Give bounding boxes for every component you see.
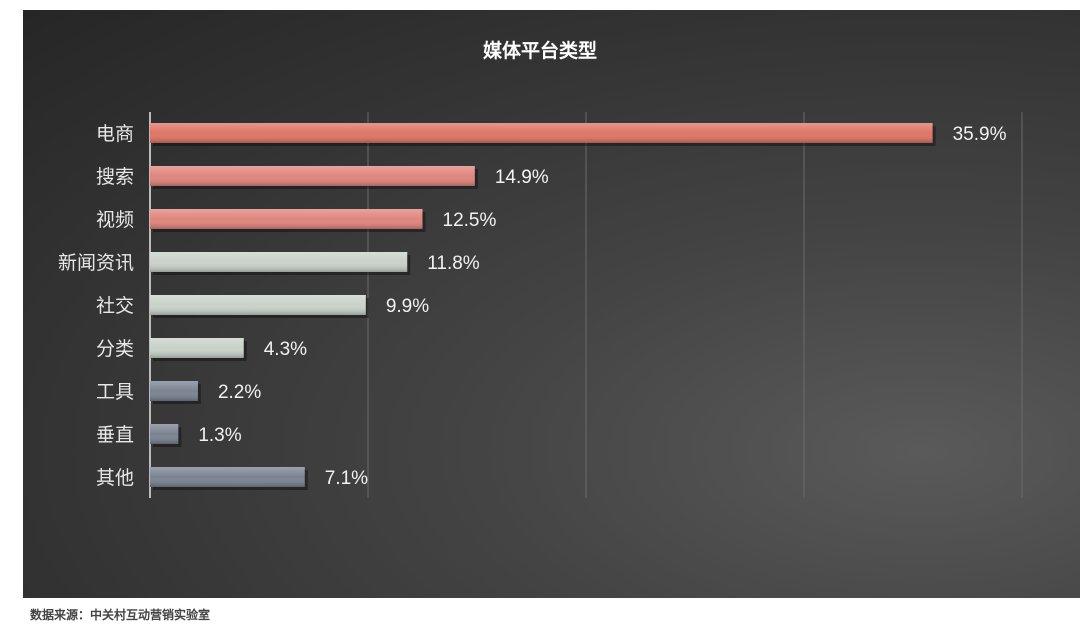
category-label: 垂直 bbox=[96, 424, 134, 446]
category-label: 搜索 bbox=[96, 166, 134, 188]
category-label: 其他 bbox=[96, 467, 134, 489]
category-label: 电商 bbox=[96, 123, 134, 145]
data-label: 9.9% bbox=[386, 296, 429, 317]
chart-title: 媒体平台类型 bbox=[482, 40, 597, 62]
data-label: 12.5% bbox=[443, 210, 497, 231]
data-label: 1.3% bbox=[198, 425, 241, 446]
data-label: 7.1% bbox=[325, 468, 368, 489]
bar-highlight bbox=[150, 295, 366, 315]
bar-highlight bbox=[150, 338, 244, 358]
data-label: 11.8% bbox=[427, 253, 480, 274]
bar-highlight bbox=[150, 424, 179, 444]
category-label: 工具 bbox=[96, 381, 134, 403]
bar-highlight bbox=[150, 209, 423, 229]
category-label: 新闻资讯 bbox=[58, 252, 134, 274]
data-label: 14.9% bbox=[495, 167, 549, 188]
bar-highlight bbox=[150, 381, 198, 401]
data-label: 35.9% bbox=[953, 124, 1007, 145]
category-label: 分类 bbox=[96, 338, 134, 360]
bar-highlight bbox=[150, 166, 475, 186]
category-label: 社交 bbox=[96, 295, 134, 317]
bar-highlight bbox=[150, 252, 408, 272]
bar-highlight bbox=[150, 467, 305, 487]
data-label: 4.3% bbox=[264, 339, 307, 360]
category-label: 视频 bbox=[96, 209, 134, 231]
bar-highlight bbox=[150, 123, 933, 143]
data-label: 2.2% bbox=[218, 382, 261, 403]
data-source-note: 数据来源：中关村互动营销实验室 bbox=[30, 608, 211, 622]
